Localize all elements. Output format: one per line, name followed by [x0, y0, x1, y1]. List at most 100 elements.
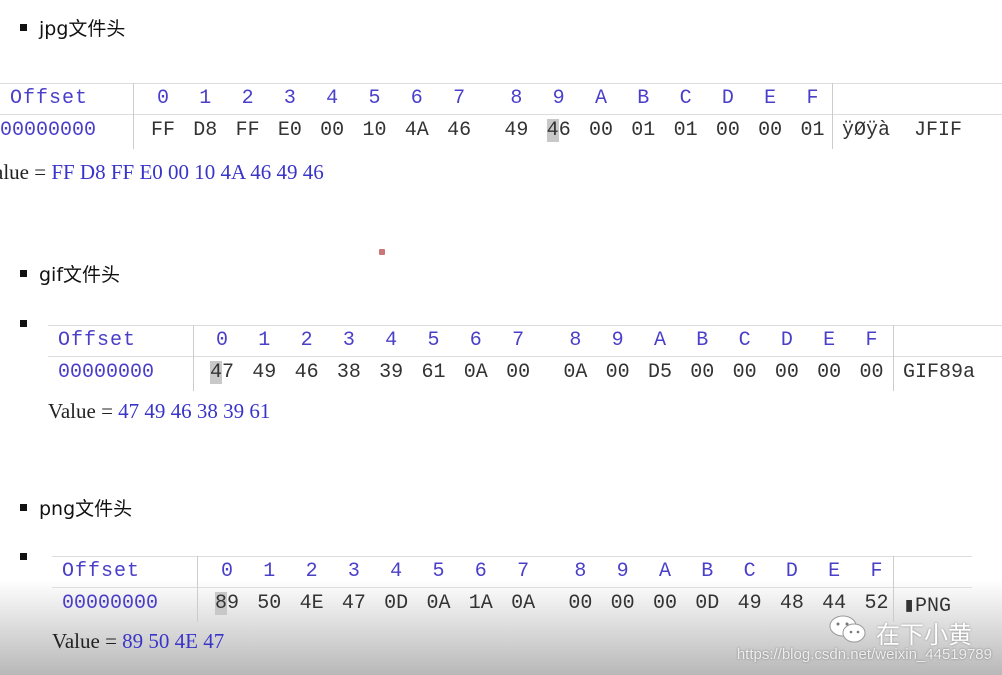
section-title-png: png文件头: [20, 494, 132, 521]
grid-line: [52, 556, 972, 557]
section-title-jpg: jpg文件头: [20, 14, 125, 41]
column-header: 6: [469, 329, 482, 352]
column-header: 1: [258, 329, 271, 352]
column-header: F: [865, 329, 878, 352]
grid-line: [893, 556, 894, 622]
column-header: 8: [510, 87, 523, 110]
byte-cell: 00: [605, 361, 630, 384]
column-header: E: [764, 87, 777, 110]
row-offset: 00000000: [58, 361, 155, 384]
grid-line: [0, 83, 1002, 84]
byte-cell: 1A: [468, 592, 493, 615]
grid-line: [193, 325, 194, 391]
grid-line: [0, 114, 1002, 115]
byte-cell: 46: [294, 361, 319, 384]
column-header: A: [653, 329, 667, 352]
byte-cell: 01: [673, 119, 698, 142]
value-text: 47 49 46 38 39 61: [118, 399, 271, 423]
column-header: 0: [220, 560, 234, 583]
byte-cell: 00: [859, 361, 884, 384]
byte-cell-selected[interactable]: 47: [209, 361, 235, 384]
byte-cell: 00: [610, 592, 635, 615]
grid-line: [48, 325, 1002, 326]
byte-cell: 01: [631, 119, 656, 142]
byte-cell-selected[interactable]: 46: [546, 119, 571, 142]
byte-cell: 00: [652, 592, 678, 615]
byte-cell: 0D: [384, 592, 409, 615]
column-header: 8: [569, 329, 582, 352]
column-header: E: [823, 329, 836, 352]
column-header: B: [696, 329, 709, 352]
column-header: 3: [283, 87, 296, 110]
column-header: 3: [342, 329, 355, 352]
value-line-png: Value = 89 50 4E 47: [52, 629, 224, 654]
wechat-icon: [828, 614, 868, 650]
column-header: 9: [611, 329, 624, 352]
byte-cell: 46: [447, 119, 472, 142]
byte-cell: 00: [732, 361, 757, 384]
column-header: 5: [368, 87, 381, 110]
byte-cell: 4A: [404, 119, 429, 142]
byte-cell: 0D: [695, 592, 720, 615]
byte-cell: 01: [800, 119, 825, 142]
grid-line: [48, 356, 1002, 357]
column-header: 7: [512, 329, 525, 352]
column-header: D: [785, 560, 798, 583]
column-header: 0: [215, 329, 229, 352]
byte-cell: E0: [277, 119, 302, 142]
ascii-column: GIF89a: [903, 361, 976, 384]
title-text: png文件头: [39, 498, 133, 520]
grid-line: [832, 83, 833, 149]
column-header: C: [743, 560, 756, 583]
byte-cell: 61: [421, 361, 446, 384]
column-header: 1: [263, 560, 276, 583]
value-text: 89 50 4E 47: [122, 629, 225, 653]
bullet-icon: [20, 553, 27, 560]
byte-cell: 00: [817, 361, 842, 384]
byte-cell: 00: [690, 361, 715, 384]
watermark-url: https://blog.csdn.net/weixin_44519789: [736, 646, 992, 663]
byte-cell: 0A: [463, 361, 488, 384]
byte-cell: 00: [506, 361, 531, 384]
ascii-column: ÿØÿà JFIF: [842, 119, 963, 142]
hex-table-png: Offset 00000000 0 89 1 50 2 4E 3 47 4 0D 5 0A 6 1A 7 0A 8 0…: [52, 556, 972, 622]
byte-cell: FF: [150, 119, 176, 142]
hex-table-gif: Offset 00000000 0 47 1 49 2 46 3 38 4 39 5 61 6 0A 7 00 8 0…: [48, 325, 1002, 391]
offset-header: Offset: [58, 329, 137, 352]
column-header: 5: [432, 560, 445, 583]
byte-cell: 00: [568, 592, 593, 615]
byte-cell: FF: [235, 119, 260, 142]
byte-cell: 0A: [511, 592, 536, 615]
byte-cell: 0A: [426, 592, 451, 615]
column-header: 4: [326, 87, 339, 110]
byte-cell: 38: [336, 361, 361, 384]
value-text: FF D8 FF E0 00 10 4A 46 49 46: [51, 160, 324, 184]
byte-cell: 47: [341, 592, 366, 615]
column-header: 3: [347, 560, 360, 583]
column-header: 2: [305, 560, 318, 583]
byte-cell: 49: [504, 119, 529, 142]
grid-line: [197, 556, 198, 622]
byte-cell: 10: [362, 119, 387, 142]
byte-cell: D8: [193, 119, 218, 142]
byte-cell: 48: [779, 592, 804, 615]
column-header: A: [658, 560, 672, 583]
row-offset: 00000000: [62, 592, 159, 615]
column-header: F: [870, 560, 883, 583]
column-header: 1: [199, 87, 212, 110]
column-header: 6: [474, 560, 487, 583]
column-header: B: [701, 560, 714, 583]
offset-header: Offset: [10, 87, 89, 110]
byte-cell-selected[interactable]: 89: [214, 592, 240, 615]
column-header: D: [780, 329, 793, 352]
byte-cell: 0A: [563, 361, 588, 384]
byte-cell: 52: [864, 592, 889, 615]
row-offset: 00000000: [0, 119, 97, 142]
grid-line: [133, 83, 134, 149]
title-text: jpg文件头: [39, 18, 126, 40]
byte-cell: 4E: [299, 592, 324, 615]
byte-cell: 00: [320, 119, 345, 142]
hex-table-jpg: Offset 00000000 0 FF 1 D8 2 FF 3 E0 4 00 5 10 6 4A 7 46 8 4…: [0, 83, 1002, 149]
section-title-gif: gif文件头: [20, 260, 120, 287]
column-header: 2: [241, 87, 254, 110]
